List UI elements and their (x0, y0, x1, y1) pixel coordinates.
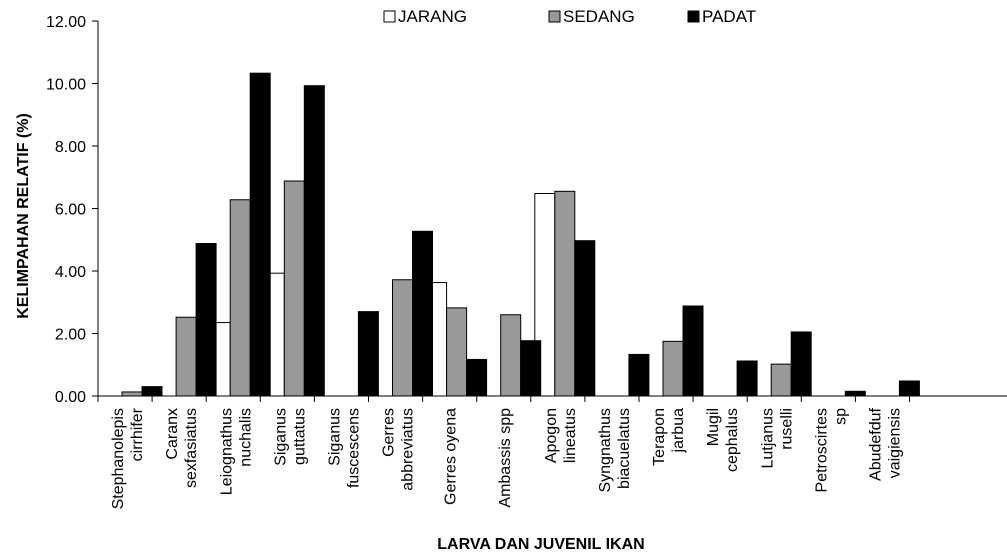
legend-label-sedang: SEDANG (563, 7, 635, 26)
x-tick-label: sp (832, 408, 849, 425)
bar-sedang-8 (554, 190, 576, 397)
legend-swatch-sedang (548, 10, 561, 23)
y-tick-label: 0.00 (55, 389, 86, 406)
x-tick-label: Terapon (651, 408, 668, 466)
x-tick-label: ruselli (778, 408, 795, 450)
x-tick-label: Caranx (164, 408, 181, 460)
x-tick-label: Abudefduf (867, 407, 884, 481)
bar-padat-8 (574, 240, 596, 397)
bar-padat-2 (249, 72, 271, 397)
y-tick-label: 4.00 (55, 264, 86, 281)
x-tick-label: lineatus (562, 408, 579, 463)
legend-label-jarang: JARANG (398, 7, 467, 26)
bar-sedang-7 (500, 314, 522, 397)
x-axis-title: LARVA DAN JUVENIL IKAN (437, 536, 644, 553)
bar-padat-6 (466, 358, 488, 397)
legend: JARANG SEDANG PADAT (383, 7, 756, 26)
x-tick-label: abbreviatus (400, 408, 417, 491)
bar-sedang-1 (175, 316, 197, 397)
x-tick-label: Syngnathus (597, 408, 614, 493)
bar-sedang-2 (229, 199, 251, 397)
bar-sedang-10 (662, 340, 684, 397)
x-tick-labels: Stephanolepis cirrhifer Caranx sexfasiatus L… (110, 407, 903, 509)
bar-padat-7 (520, 340, 542, 397)
bar-padat-5 (412, 230, 433, 397)
y-tick-label: 12.00 (46, 14, 86, 31)
x-tick-label: Mugil (705, 408, 722, 446)
x-tick-label: fuscescens (345, 408, 362, 488)
x-tick-label: Lutjanus (759, 408, 776, 469)
y-tick-label: 2.00 (55, 327, 86, 344)
x-tick-label: Apogon (543, 408, 560, 463)
bars (121, 72, 920, 397)
bar-padat-1 (195, 243, 217, 397)
x-tick-label: Gerres oyena (443, 408, 460, 505)
bar-padat-14 (898, 380, 920, 397)
legend-swatch-jarang (383, 10, 396, 23)
x-tick-label: Siganus (272, 408, 289, 466)
y-axis-gridticks: 0.00 2.00 4.00 6.00 8.00 10.00 12.00 (46, 14, 910, 406)
x-tick-label: vaigiensis (886, 408, 903, 478)
x-tick-label: Gerres (381, 408, 398, 457)
y-axis-title: KELIMPAHAN RELATIF (%) (15, 113, 32, 319)
x-tick-label: cirrhifer (129, 407, 146, 461)
bar-padat-0 (141, 386, 163, 397)
x-tick-label: guttatus (291, 408, 308, 465)
bar-sedang-3 (283, 180, 305, 397)
bar-padat-12 (790, 331, 812, 397)
y-tick-label: 10.00 (46, 77, 86, 94)
legend-swatch-padat (687, 10, 700, 23)
bar-padat-4 (357, 311, 379, 397)
bar-padat-11 (736, 360, 758, 397)
x-tick-label: Ambassis spp (497, 408, 514, 508)
x-tick-label: Petroscirtes (813, 408, 830, 492)
bar-padat-3 (303, 85, 325, 397)
y-tick-label: 8.00 (55, 139, 86, 156)
x-tick-label: biacuelatus (616, 408, 633, 489)
bar-sedang-12 (770, 363, 792, 397)
x-tick-label: Stephanolepis (110, 408, 127, 509)
x-tick-label: Siganus (326, 408, 343, 466)
bar-sedang-0 (121, 391, 143, 397)
x-tick-label: nuchalis (237, 408, 254, 467)
bar-sedang-5 (392, 279, 413, 397)
bar-padat-10 (682, 305, 704, 397)
x-tick-label: Leiognathus (218, 408, 235, 495)
bar-padat-9 (628, 353, 650, 397)
legend-label-padat: PADAT (702, 7, 756, 26)
bar-padat-13 (844, 390, 866, 397)
y-tick-label: 6.00 (55, 202, 86, 219)
x-tick-label: cephalus (724, 408, 741, 472)
x-tick-label: sexfasiatus (183, 408, 200, 488)
x-tick-label: jarbua (670, 408, 687, 454)
bar-sedang-6 (446, 307, 468, 397)
